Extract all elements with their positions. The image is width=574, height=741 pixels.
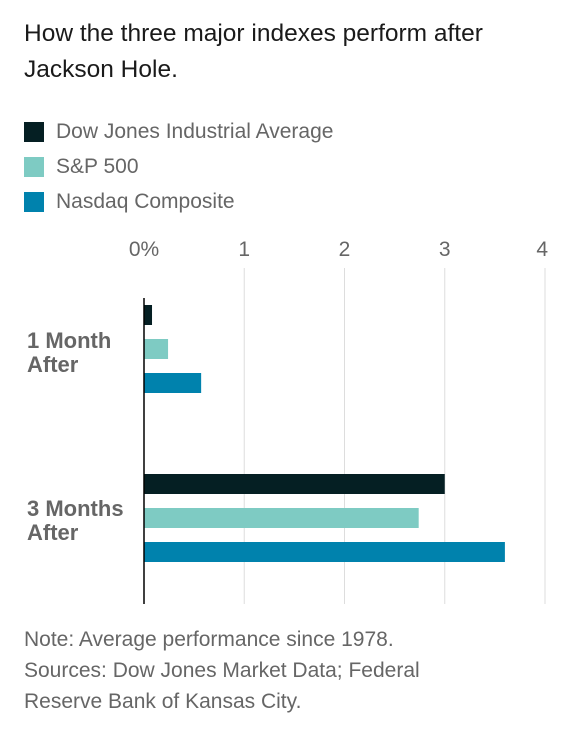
- chart-title: How the three major indexes perform afte…: [24, 20, 483, 83]
- chart-notes: Note: Average performance since 1978. So…: [24, 624, 564, 717]
- x-tick-label: 1: [238, 238, 250, 261]
- sources-line-2: Reserve Bank of Kansas City.: [24, 690, 302, 713]
- category-label: After: [27, 520, 79, 545]
- sources-line-1: Sources: Dow Jones Market Data; Federal: [24, 659, 420, 682]
- legend-item-nasdaq: Nasdaq Composite: [24, 184, 333, 219]
- legend-swatch-nasdaq: [24, 191, 44, 212]
- x-tick-label: 0%: [129, 238, 159, 261]
- legend: Dow Jones Industrial Average S&P 500 Nas…: [24, 114, 333, 219]
- x-tick-label: 2: [339, 238, 351, 261]
- note-text: Note: Average performance since 1978.: [24, 628, 394, 651]
- bar: [144, 373, 202, 393]
- legend-item-sp500: S&P 500: [24, 149, 333, 184]
- bar: [144, 508, 419, 528]
- bar: [144, 305, 153, 325]
- category-label: 1 Month: [27, 328, 111, 353]
- legend-swatch-sp500: [24, 156, 44, 177]
- bar: [144, 474, 445, 494]
- legend-item-dow: Dow Jones Industrial Average: [24, 114, 333, 149]
- category-label: 3 Months: [27, 496, 124, 521]
- x-tick-label: 3: [439, 238, 451, 261]
- x-tick-label: 4: [536, 238, 548, 261]
- legend-swatch-dow: [24, 121, 44, 142]
- legend-label-dow: Dow Jones Industrial Average: [56, 119, 334, 143]
- category-label: After: [27, 352, 79, 377]
- bar: [144, 542, 505, 562]
- legend-label-sp500: S&P 500: [56, 154, 139, 178]
- legend-label-nasdaq: Nasdaq Composite: [56, 189, 235, 213]
- bar: [144, 339, 169, 359]
